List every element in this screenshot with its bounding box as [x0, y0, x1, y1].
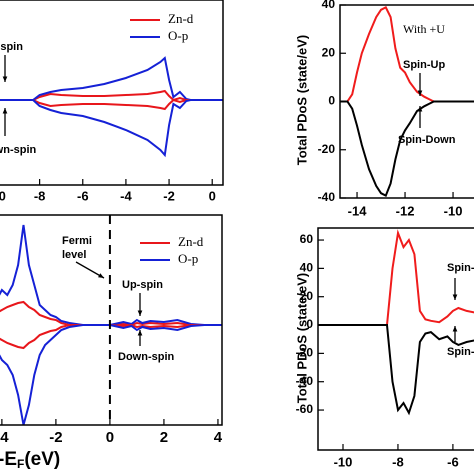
y-tick-label: 20 [322, 45, 336, 59]
plot-frame [317, 227, 474, 451]
y-tick-label: -60 [296, 402, 314, 416]
x-tick-label: -6 [77, 188, 89, 203]
legend-label: O-p [178, 251, 198, 266]
x-tick-label: -14 [348, 203, 368, 218]
x-tick-label: -10 [0, 188, 6, 203]
x-tick-label: 2 [160, 429, 168, 446]
x-axis-label-part: (eV) [24, 449, 60, 470]
x-tick-label: -12 [396, 203, 415, 218]
pdos-line [340, 6, 474, 103]
annotation: Spin-Down [398, 134, 456, 146]
pdos-line [0, 300, 222, 327]
pdos-line [0, 224, 222, 326]
y-tick-label: -40 [318, 190, 336, 204]
x-axis-label-part: -E [0, 449, 17, 470]
pdos-line [340, 100, 474, 197]
x-tick-label: 0 [106, 429, 114, 446]
y-tick-label: -20 [296, 346, 314, 360]
y-tick-label: 0 [328, 94, 335, 108]
pdos-line [0, 323, 222, 350]
x-tick-label: 0 [209, 188, 216, 203]
arrow-head [452, 326, 458, 332]
annotation: Spin-Down [447, 346, 474, 358]
annotation: level [62, 249, 86, 261]
annotation: Spin-Up [403, 59, 445, 71]
arrow-head [452, 294, 458, 300]
y-tick-label: 60 [300, 232, 314, 246]
arrow-head [2, 108, 8, 114]
panel: -14 -12 -10 40 20 0 -20 -40 Total PDoS (state/eV… [294, 0, 474, 218]
x-tick-label: -10 [334, 454, 353, 469]
legend-label: Zn-d [178, 234, 204, 249]
x-tick-label: -2 [163, 188, 175, 203]
x-axis-label-part: F [17, 457, 24, 471]
arrow-head [137, 330, 143, 336]
arrow-head [417, 90, 423, 96]
pdos-line [0, 99, 223, 158]
annotation: Up-spin [122, 279, 163, 291]
y-tick-label: 20 [300, 289, 314, 303]
legend-label: O-p [168, 28, 188, 43]
x-tick-label: -8 [34, 188, 46, 203]
y-axis-label: Total PDoS (state/eV) [294, 273, 309, 404]
x-tick-label: -4 [120, 188, 132, 203]
annotation: Down-spin [118, 351, 174, 363]
arrow-head [417, 106, 423, 112]
arrow-head [98, 273, 104, 278]
y-tick-label: 40 [322, 0, 336, 11]
pdos-line [318, 324, 474, 416]
annotation: Fermi [62, 235, 92, 247]
pdos-line [318, 229, 474, 326]
y-tick-label: 0 [306, 317, 313, 331]
y-tick-label: -40 [296, 374, 314, 388]
x-tick-label: -10 [444, 203, 463, 218]
y-axis-label: Total PDoS (state/eV) [294, 35, 309, 166]
x-axis-label: -EF(eV) [0, 449, 60, 471]
plot-frame [0, 0, 224, 186]
annotation: Spin-Up [447, 262, 474, 274]
y-tick-label: 40 [300, 261, 314, 275]
legend-label: Zn-d [168, 11, 194, 26]
x-tick-label: -8 [392, 454, 404, 469]
y-tick-label: -20 [318, 142, 336, 156]
pdos-line [0, 56, 223, 101]
x-tick-label: -6 [447, 454, 459, 469]
arrow-head [2, 76, 8, 82]
annotation: With +U [403, 22, 445, 36]
pdos-line [0, 324, 222, 426]
panel: -4 -2 0 2 4 -EF(eV) Zn-d O-p Fermi level Up-spin Do… [0, 214, 223, 471]
annotation: Down-spin [0, 144, 36, 156]
annotation: Up-spin [0, 41, 23, 53]
plot-frame [0, 214, 223, 426]
x-tick-label: -4 [0, 429, 9, 446]
arrow-head [137, 310, 143, 316]
panel: -10 -8 -6 -4 -2 0 Zn-d O-p Up-spin Down-spin [0, 0, 224, 203]
x-tick-label: 4 [214, 429, 223, 446]
x-tick-label: -2 [49, 429, 62, 446]
